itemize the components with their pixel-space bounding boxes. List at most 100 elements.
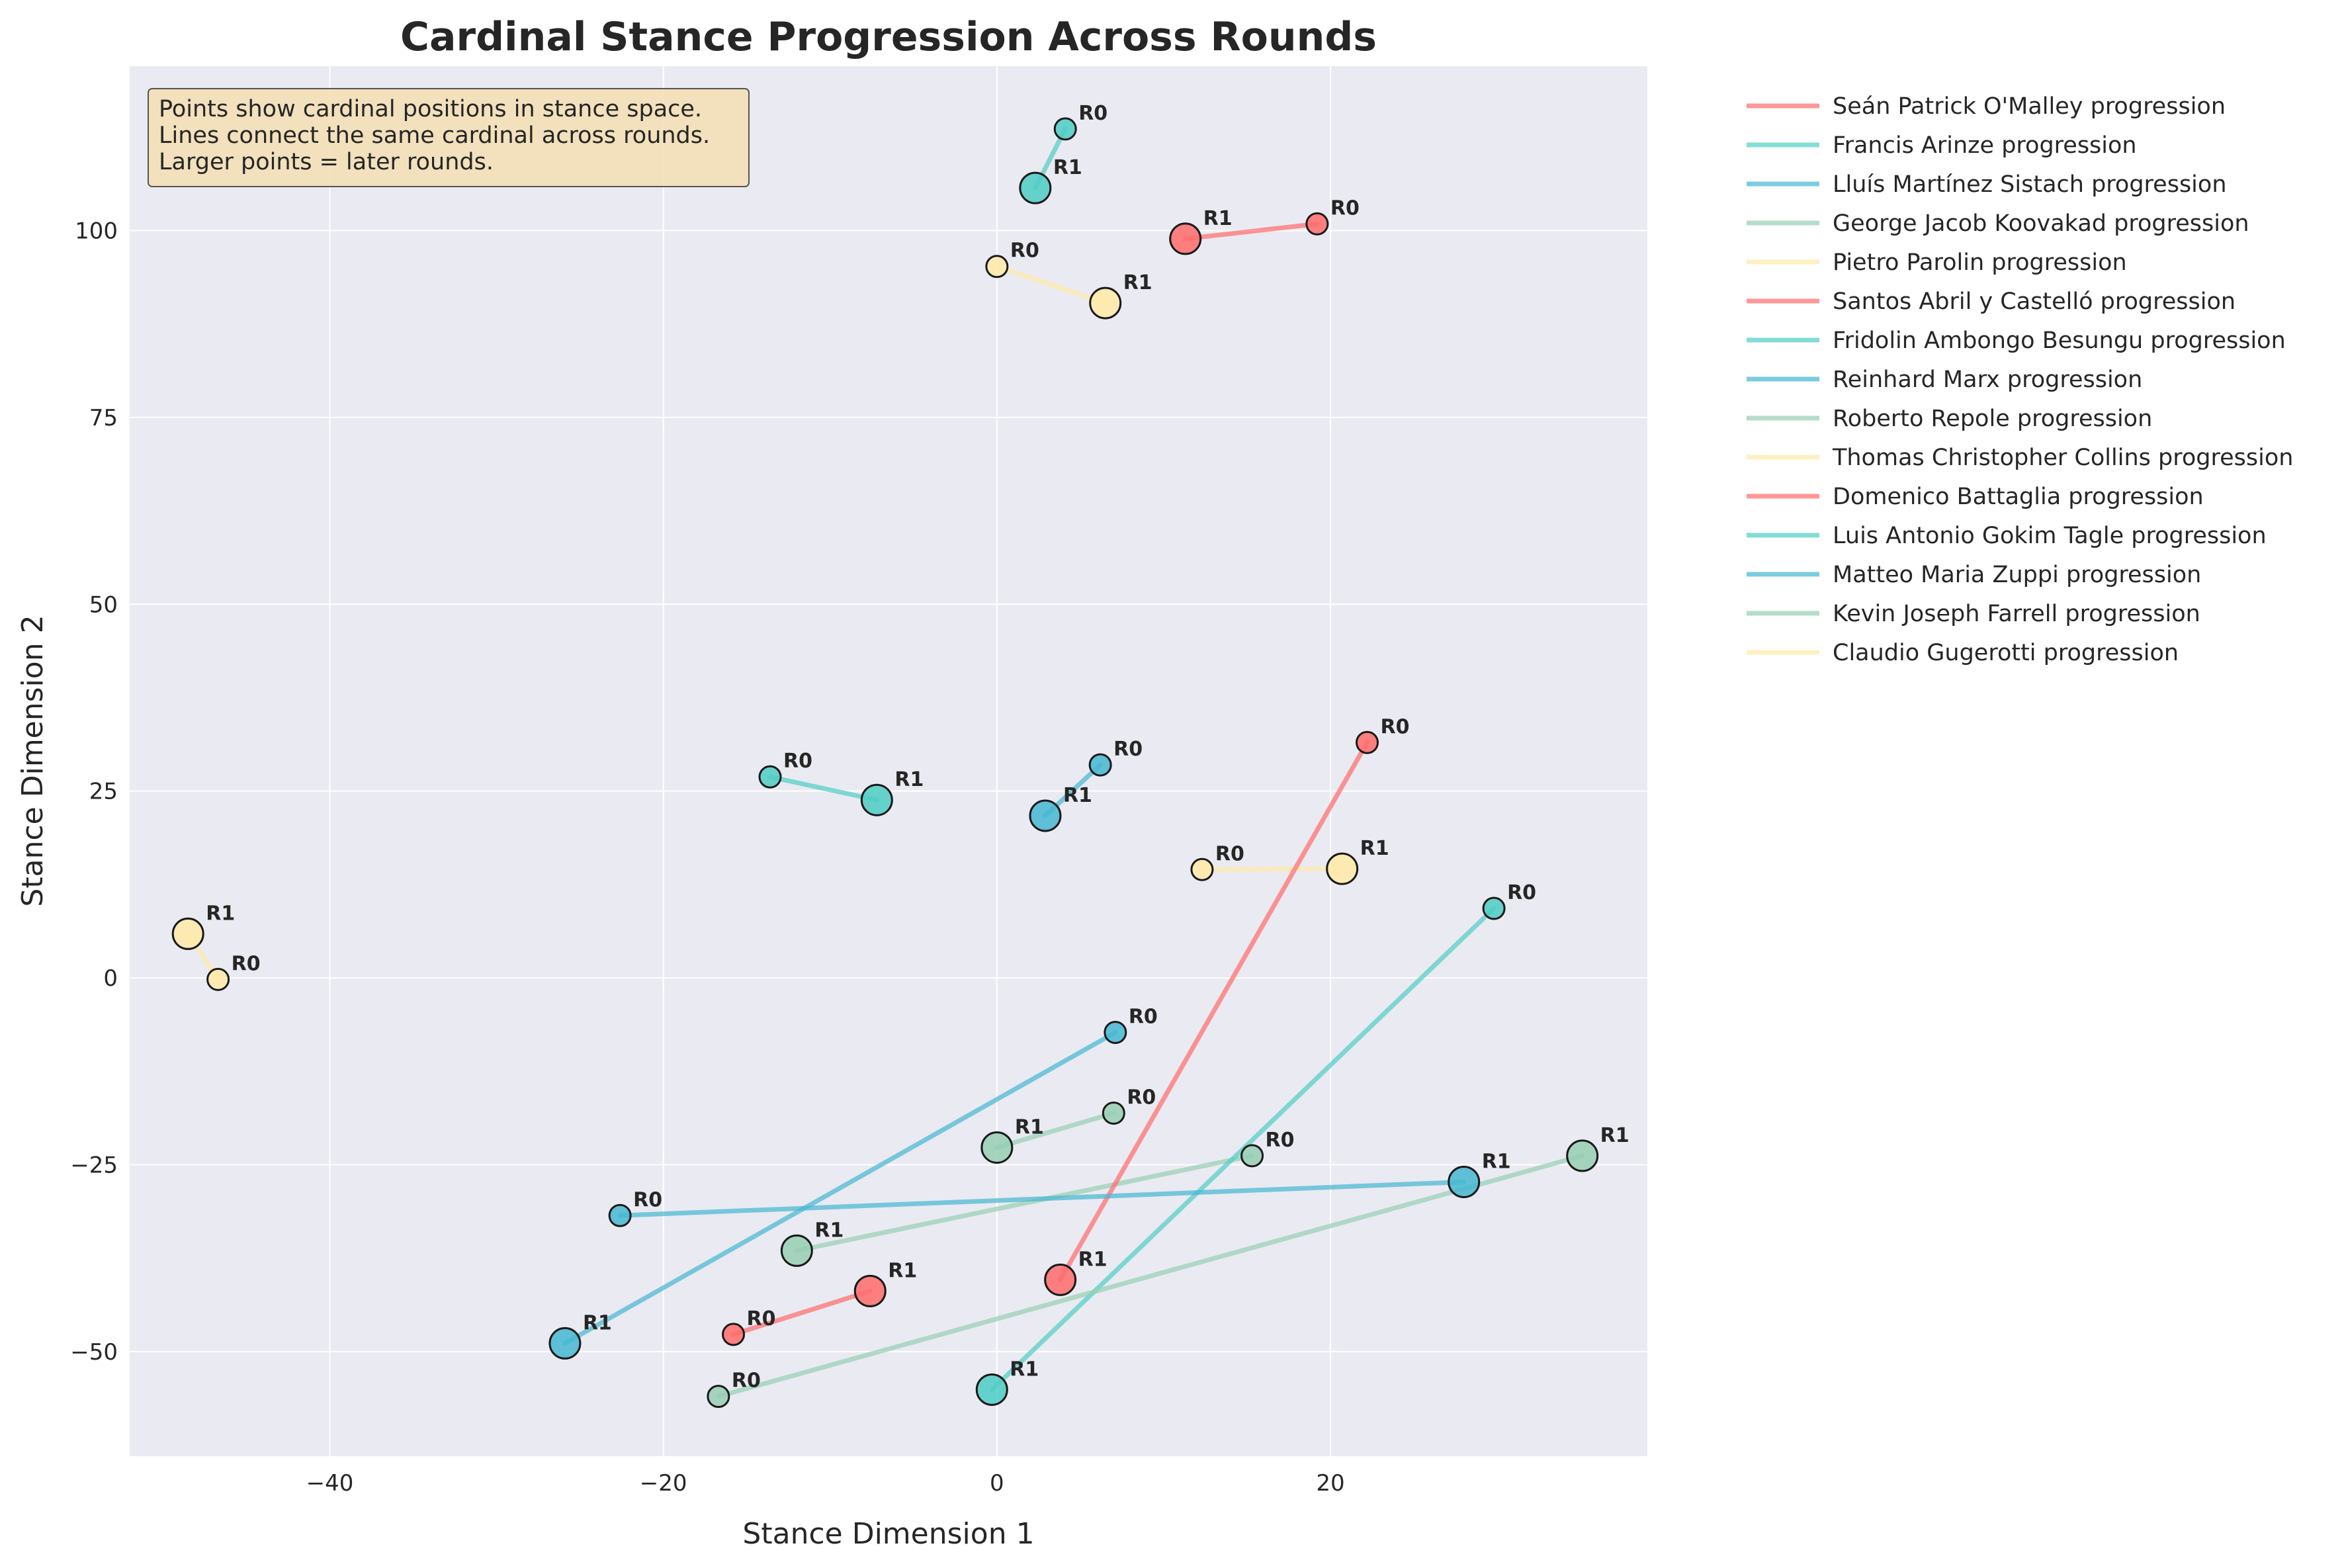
legend-entry: Reinhard Marx progression (1833, 367, 2142, 393)
cardinal-point (1169, 222, 1202, 255)
x-axis-label: Stance Dimension 1 (742, 1517, 1034, 1551)
legend-entry: Santos Abril y Castelló progression (1833, 288, 2235, 315)
cardinal-point (608, 1203, 632, 1227)
plot-area (130, 66, 1647, 1456)
round-label: R1 (1053, 156, 1082, 179)
cardinal-point (722, 1323, 746, 1346)
annotation-line-1: Points show cardinal positions in stance… (159, 96, 702, 122)
round-label: R0 (232, 952, 261, 975)
x-tick-label: 0 (990, 1470, 1004, 1497)
progression-line (716, 1153, 1585, 1399)
y-tick-label: 0 (103, 965, 118, 992)
round-label: R0 (1129, 1006, 1158, 1029)
legend-entry: Francis Arinze progression (1833, 132, 2137, 159)
progression-line (731, 1288, 873, 1337)
legend-entry: Luis Antonio Gokim Tagle progression (1833, 523, 2267, 549)
cardinal-point (1029, 799, 1062, 832)
round-label: R0 (1266, 1129, 1295, 1152)
cardinal-point (853, 1274, 887, 1307)
cardinal-point (985, 255, 1009, 279)
round-label: R1 (814, 1219, 844, 1242)
round-label: R0 (783, 750, 812, 773)
cardinal-points (171, 117, 1599, 1409)
cardinal-point (1088, 753, 1112, 777)
legend-entry: Claudio Gugerotti progression (1833, 640, 2179, 666)
x-tick-label: 20 (1316, 1470, 1344, 1497)
legend-entry: Seán Patrick O'Malley progression (1833, 93, 2226, 120)
progression-line (1058, 740, 1369, 1282)
cardinal-point (1044, 1263, 1077, 1296)
round-label: R1 (1015, 1115, 1044, 1139)
y-tick-label: 25 (89, 779, 118, 805)
round-label: R1 (1360, 837, 1389, 860)
cardinal-point (1053, 117, 1077, 141)
progression-line (794, 1153, 1255, 1253)
legend-entry: Domenico Battaglia progression (1833, 484, 2204, 510)
legend-entry: Lluís Martínez Sistach progression (1833, 171, 2227, 198)
round-label: R0 (1330, 196, 1360, 220)
cardinal-point (1326, 852, 1359, 885)
round-label: R0 (732, 1370, 761, 1393)
cardinal-point (1448, 1165, 1481, 1198)
cardinal-point (1089, 286, 1122, 320)
cardinal-point (1190, 857, 1214, 881)
round-label: R0 (1010, 240, 1039, 263)
tick-labels: −40 −20 0 20 −50 −25 0 25 50 75 100 (70, 218, 1344, 1497)
legend-entry: Kevin Joseph Farrell progression (1833, 601, 2200, 627)
round-label: R1 (1482, 1150, 1511, 1173)
progression-line (1183, 221, 1320, 241)
y-tick-label: 100 (75, 218, 118, 245)
round-label: R1 (583, 1311, 612, 1334)
progression-line (994, 1111, 1116, 1150)
cardinal-point (1019, 171, 1052, 204)
annotation-box: Points show cardinal positions in stance… (148, 88, 750, 187)
round-label: R0 (1507, 881, 1536, 904)
cardinal-point (1240, 1144, 1264, 1168)
round-label: R0 (1113, 738, 1143, 761)
cardinal-point (1305, 212, 1329, 236)
progression-line (562, 1030, 1118, 1346)
cardinal-point (975, 1373, 1008, 1406)
annotation-line-3: Larger points = later rounds. (159, 149, 494, 175)
cardinal-point (1102, 1102, 1125, 1125)
y-tick-label: −25 (70, 1152, 118, 1178)
round-label: R1 (1600, 1124, 1629, 1147)
cardinal-point (171, 917, 204, 950)
round-label: R1 (1010, 1358, 1039, 1381)
round-label: R0 (633, 1188, 662, 1211)
round-label: R0 (1380, 715, 1409, 738)
legend-entry: Roberto Repole progression (1833, 406, 2152, 432)
annotation-background (148, 88, 750, 187)
progression-line (617, 1179, 1467, 1218)
cardinal-point (206, 967, 230, 991)
legend-entry: Pietro Parolin progression (1833, 249, 2127, 276)
round-label: R1 (1123, 271, 1152, 294)
round-label: R1 (894, 768, 924, 791)
cardinal-point (860, 783, 893, 816)
cardinal-point (1566, 1139, 1599, 1172)
round-label: R0 (1078, 102, 1107, 125)
round-label: R1 (1078, 1248, 1107, 1271)
cardinal-point (707, 1385, 730, 1409)
legend: Seán Patrick O'Malley progression Francis… (1747, 93, 2293, 666)
round-labels: R0 R1 R0 R1 R0 R1 R0 R1 R0 R1 R0 R1 R0 R1 R0 R1 R0 R1 R0 R1… (206, 102, 1629, 1393)
cardinal-point (548, 1327, 582, 1360)
x-tick-label: −20 (640, 1470, 687, 1497)
legend-entry: Thomas Christopher Collins progression (1832, 445, 2293, 471)
legend-entry: George Jacob Koovakad progression (1833, 210, 2249, 237)
cardinal-point (1355, 730, 1379, 754)
round-label: R1 (1063, 784, 1092, 807)
legend-entry: Fridolin Ambongo Besungu progression (1833, 327, 2286, 354)
y-tick-label: −50 (70, 1339, 118, 1366)
chart-title: Cardinal Stance Progression Across Round… (400, 14, 1377, 60)
legend-entry: Matteo Maria Zuppi progression (1833, 562, 2201, 588)
y-axis-label: Stance Dimension 2 (16, 615, 50, 906)
cardinal-point (980, 1131, 1014, 1164)
cardinal-point (1104, 1021, 1127, 1045)
cardinal-point (758, 765, 782, 789)
x-tick-label: −40 (306, 1470, 354, 1497)
y-tick-label: 50 (89, 591, 118, 618)
cardinal-point (780, 1234, 813, 1267)
progression-lines (185, 126, 1585, 1399)
